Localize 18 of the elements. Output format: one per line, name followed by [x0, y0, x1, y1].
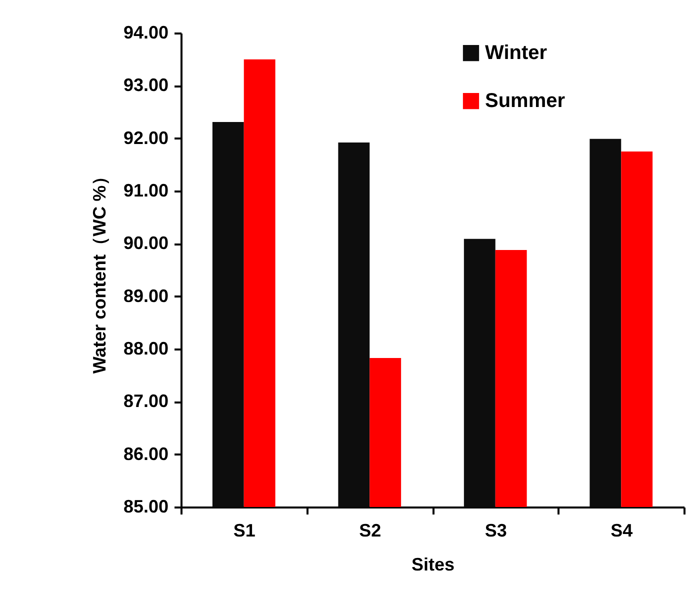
- x-tick-label: S4: [610, 520, 633, 540]
- x-tick-label: S2: [359, 520, 382, 540]
- y-tick-label: 90.00: [123, 233, 168, 254]
- y-axis-title: Water content（WC %）: [89, 167, 110, 374]
- y-tick-label: 88.00: [123, 338, 168, 358]
- y-tick-label: 92.00: [123, 128, 168, 148]
- y-tick-label: 86.00: [123, 444, 168, 464]
- y-tick-label: 85.00: [123, 496, 168, 516]
- y-tick-label: 87.00: [123, 391, 168, 412]
- legend-label: Winter: [485, 42, 548, 64]
- x-axis-title: Sites: [411, 554, 455, 574]
- x-tick-label: S1: [233, 520, 256, 540]
- legend-label: Summer: [485, 90, 566, 112]
- x-tick-label: S3: [484, 520, 507, 540]
- y-tick-label: 91.00: [123, 180, 168, 200]
- y-tick-label: 89.00: [123, 286, 168, 306]
- y-tick-label: 94.00: [123, 22, 168, 42]
- y-tick-label: 93.00: [123, 75, 168, 96]
